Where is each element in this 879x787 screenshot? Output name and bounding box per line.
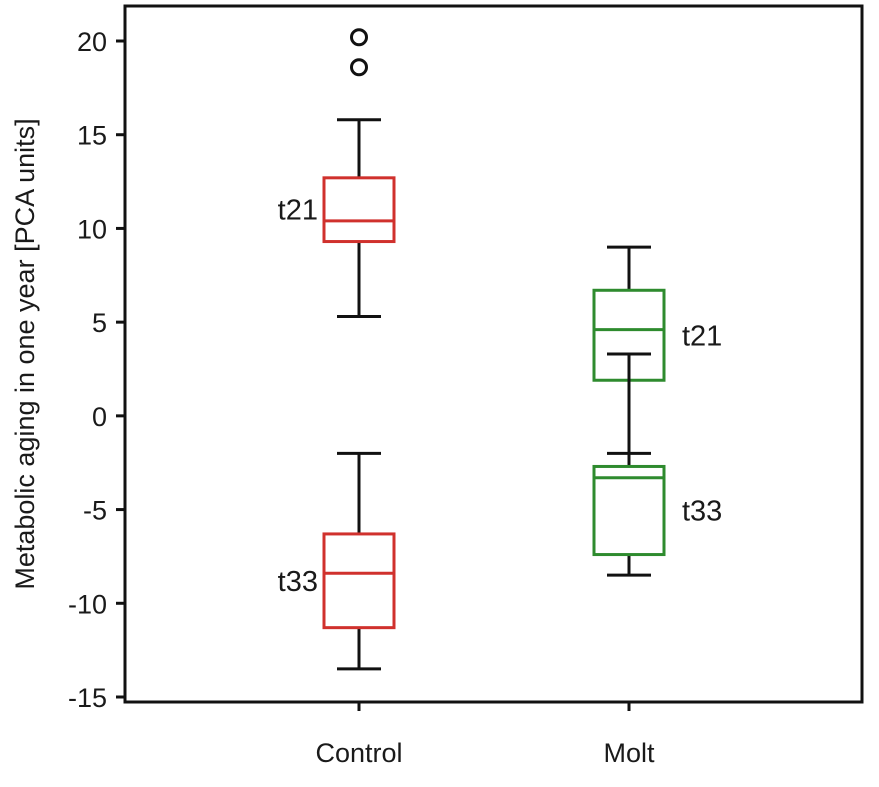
box-molt-t21: t21 — [592, 245, 722, 455]
box-label: t33 — [278, 566, 318, 598]
y-axis-title: Metabolic aging in one year [PCA units] — [10, 118, 40, 589]
y-tick-label: 20 — [77, 27, 107, 57]
x-axis-ticks: Control Molt — [315, 702, 655, 768]
y-tick-label: 0 — [92, 402, 107, 432]
box-label: t33 — [682, 496, 722, 528]
plot-frame — [123, 4, 864, 704]
x-category-label-molt: Molt — [603, 738, 655, 768]
y-tick-label: 5 — [92, 308, 107, 338]
box-series: t21 t33 t21 t33 — [278, 28, 722, 671]
outlier-point — [350, 28, 368, 47]
y-tick-label: -10 — [68, 589, 107, 619]
box-iqr — [592, 464, 666, 557]
outlier-point — [350, 58, 368, 77]
y-tick-label: 15 — [77, 121, 107, 151]
y-tick-label: 10 — [77, 214, 107, 244]
x-category-label-control: Control — [315, 738, 402, 768]
box-control-t33: t33 — [278, 451, 396, 671]
box-molt-t33: t33 — [592, 352, 722, 577]
box-iqr — [322, 176, 396, 244]
box-label: t21 — [682, 320, 722, 352]
y-tick-label: -5 — [83, 496, 107, 526]
y-axis-ticks: 20 15 10 5 0 -5 -10 -15 — [68, 27, 125, 713]
box-iqr — [322, 532, 396, 630]
y-tick-label: -15 — [68, 683, 107, 713]
box-control-t21: t21 — [278, 28, 396, 319]
box-label: t21 — [278, 195, 318, 227]
